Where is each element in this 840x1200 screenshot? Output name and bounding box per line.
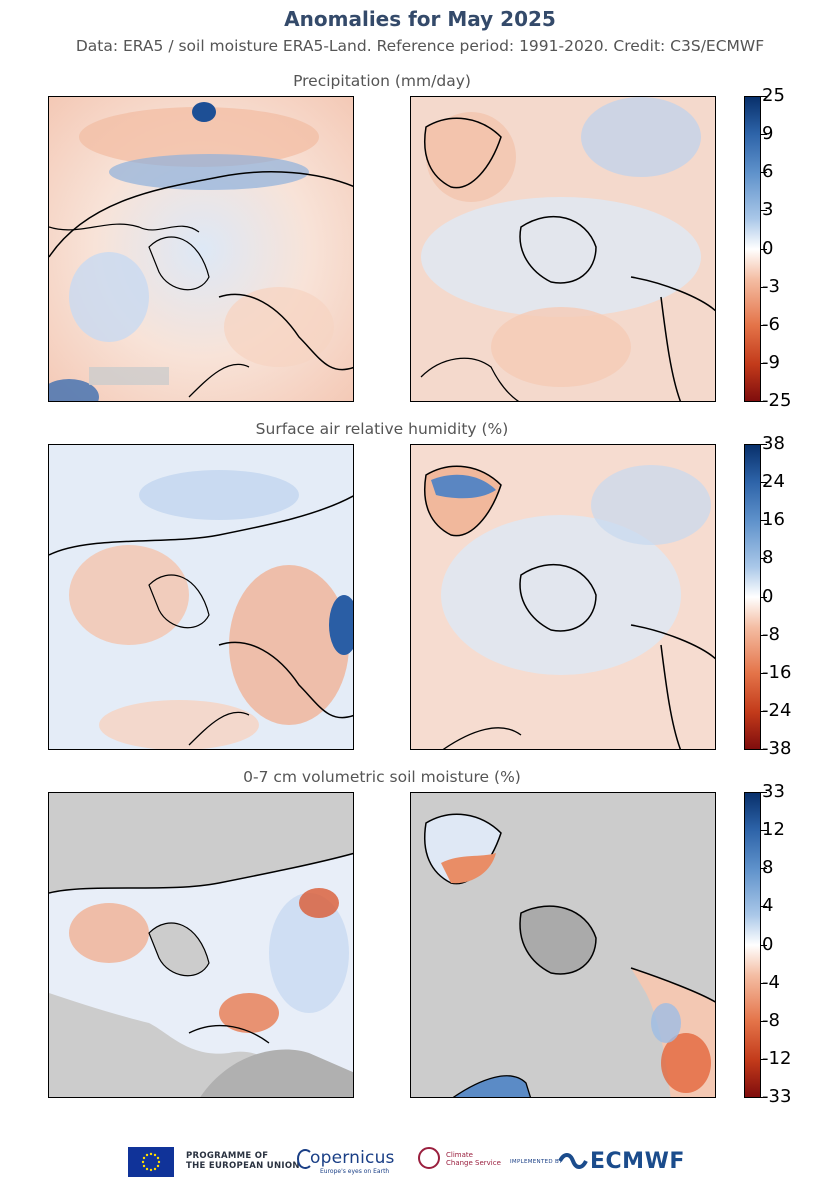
colorbar-tick bbox=[761, 673, 767, 674]
soil-moisture-north-map bbox=[48, 792, 354, 1098]
page-subtitle: Data: ERA5 / soil moisture ERA5-Land. Re… bbox=[75, 37, 765, 55]
colorbar-tick-label: 0 bbox=[762, 934, 774, 955]
precipitation-north-map bbox=[48, 96, 354, 402]
humidity-north-map bbox=[48, 444, 354, 750]
colorbar-tick bbox=[761, 287, 767, 288]
colorbar-tick bbox=[761, 906, 767, 907]
soil-moisture-colorbar bbox=[744, 792, 761, 1098]
colorbar-tick bbox=[761, 792, 767, 793]
colorbar-tick bbox=[761, 325, 767, 326]
colorbar-tick-label: 6 bbox=[762, 161, 774, 182]
eu-flag-icon bbox=[128, 1147, 174, 1177]
colorbar-tick bbox=[761, 1059, 767, 1060]
colorbar-tick-label: -6 bbox=[762, 314, 780, 335]
colorbar-tick-label: -38 bbox=[762, 738, 792, 759]
soil-moisture-title: 0-7 cm volumetric soil moisture (%) bbox=[243, 768, 521, 786]
colorbar-tick-label: -8 bbox=[762, 624, 780, 645]
colorbar-tick bbox=[761, 749, 767, 750]
colorbar-tick-label: 0 bbox=[762, 238, 774, 259]
footer-logos: PROGRAMME OF THE EUROPEAN UNION opernicu… bbox=[0, 1142, 840, 1182]
copernicus-logo: opernicus bbox=[310, 1148, 395, 1168]
colorbar-tick bbox=[761, 635, 767, 636]
colorbar-tick bbox=[761, 830, 767, 831]
colorbar-tick-label: 9 bbox=[762, 123, 774, 144]
colorbar-tick-label: -25 bbox=[762, 390, 792, 411]
colorbar-tick-label: 33 bbox=[762, 781, 785, 802]
colorbar-tick bbox=[761, 363, 767, 364]
implemented-by-text: IMPLEMENTED BY bbox=[510, 1159, 563, 1165]
eu-programme-text: PROGRAMME OF THE EUROPEAN UNION bbox=[186, 1151, 300, 1171]
colorbar-tick bbox=[761, 1021, 767, 1022]
colorbar-tick bbox=[761, 868, 767, 869]
colorbar-tick-label: -12 bbox=[762, 1048, 792, 1069]
precipitation-title: Precipitation (mm/day) bbox=[293, 72, 471, 90]
colorbar-tick-label: -3 bbox=[762, 276, 780, 297]
colorbar-tick bbox=[761, 172, 767, 173]
soil-moisture-south-map bbox=[410, 792, 716, 1098]
colorbar-tick bbox=[761, 558, 767, 559]
colorbar-tick bbox=[761, 401, 767, 402]
colorbar-tick-label: -8 bbox=[762, 1010, 780, 1031]
colorbar-tick-label: 0 bbox=[762, 586, 774, 607]
ecmwf-logo: ECMWF bbox=[590, 1149, 685, 1174]
colorbar-tick bbox=[761, 711, 767, 712]
colorbar-tick bbox=[761, 134, 767, 135]
humidity-south-map bbox=[410, 444, 716, 750]
page-title: Anomalies for May 2025 bbox=[284, 7, 556, 31]
colorbar-tick-label: 16 bbox=[762, 509, 785, 530]
colorbar-tick-label: 38 bbox=[762, 433, 785, 454]
colorbar-tick-label: -33 bbox=[762, 1086, 792, 1107]
colorbar-tick bbox=[761, 945, 767, 946]
colorbar-tick bbox=[761, 96, 767, 97]
colorbar-tick bbox=[761, 983, 767, 984]
colorbar-tick-label: 12 bbox=[762, 819, 785, 840]
colorbar-tick-label: -16 bbox=[762, 662, 792, 683]
colorbar-tick bbox=[761, 597, 767, 598]
colorbar-tick-label: 8 bbox=[762, 547, 774, 568]
colorbar-tick bbox=[761, 520, 767, 521]
ecmwf-logo-icon bbox=[558, 1153, 588, 1169]
colorbar-tick bbox=[761, 482, 767, 483]
precipitation-colorbar bbox=[744, 96, 761, 402]
colorbar-tick-label: -4 bbox=[762, 972, 780, 993]
colorbar-tick-label: -9 bbox=[762, 352, 780, 373]
colorbar-tick bbox=[761, 1097, 767, 1098]
colorbar-tick-label: 4 bbox=[762, 895, 774, 916]
c3s-text: Climate Change Service bbox=[446, 1151, 501, 1167]
copernicus-tagline: Europe's eyes on Earth bbox=[320, 1168, 390, 1175]
colorbar-tick-label: -24 bbox=[762, 700, 792, 721]
humidity-title: Surface air relative humidity (%) bbox=[255, 420, 509, 438]
colorbar-tick bbox=[761, 210, 767, 211]
colorbar-tick-label: 25 bbox=[762, 85, 785, 106]
colorbar-tick bbox=[761, 249, 767, 250]
precipitation-south-map bbox=[410, 96, 716, 402]
c3s-logo-icon bbox=[418, 1147, 440, 1169]
colorbar-tick-label: 8 bbox=[762, 857, 774, 878]
colorbar-tick-label: 3 bbox=[762, 199, 774, 220]
humidity-colorbar bbox=[744, 444, 761, 750]
colorbar-tick-label: 24 bbox=[762, 471, 785, 492]
colorbar-tick bbox=[761, 444, 767, 445]
copernicus-c-icon bbox=[296, 1149, 311, 1169]
